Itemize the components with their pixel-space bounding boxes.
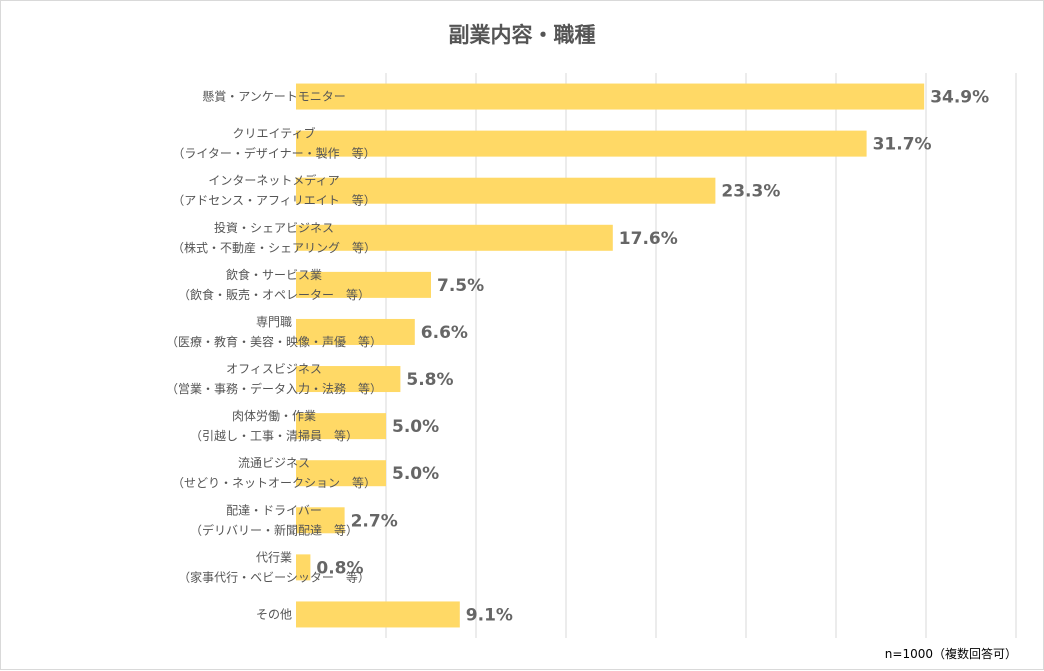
bar — [296, 507, 345, 534]
category-label: その他 — [256, 607, 292, 621]
category-label: （営業・事務・データ入力・法務 等） — [166, 381, 382, 396]
category-label: 肉体労働・作業 — [232, 409, 316, 423]
bar — [296, 130, 867, 157]
bar — [296, 601, 460, 628]
bar — [296, 413, 386, 440]
data-label: 7.5% — [437, 276, 484, 296]
category-label: オフィスビジネス — [226, 362, 322, 376]
category-label: インターネットメディア — [208, 173, 339, 188]
category-label: 流通ビジネス — [238, 456, 310, 470]
category-label: （家事代行・ベビーシッター 等） — [178, 569, 370, 584]
category-label: 投資・シェアビジネス — [214, 220, 334, 235]
sample-note: n=1000（複数回答可） — [884, 647, 1017, 661]
data-label: 17.6% — [619, 229, 678, 249]
data-label: 0.8% — [316, 558, 363, 578]
category-label: （医療・教育・美容・映像・声優 等） — [166, 334, 382, 349]
category-label: 代行業 — [256, 550, 292, 564]
category-label: 飲食・サービス業 — [226, 267, 322, 282]
bar — [296, 271, 431, 298]
data-label: 23.3% — [721, 182, 780, 202]
data-label: 6.6% — [421, 323, 468, 343]
data-label: 31.7% — [873, 135, 932, 155]
category-label: （アドセンス・アフィリエイト 等） — [172, 194, 376, 208]
category-label: クリエイティブ — [232, 126, 315, 141]
data-label: 5.8% — [406, 370, 453, 390]
data-label: 9.1% — [466, 605, 513, 625]
bar — [296, 318, 415, 345]
category-label: （ライター・デザイナー・製作 等） — [172, 146, 375, 161]
category-label: （デリバリー・新聞配達 等） — [190, 522, 358, 537]
bar — [296, 177, 716, 204]
bar — [296, 460, 386, 487]
chart-title: 副業内容・職種 — [448, 23, 596, 47]
data-label: 5.0% — [392, 417, 439, 437]
category-label: 専門職 — [256, 315, 292, 329]
category-label: （飲食・販売・オペレーター 等） — [178, 287, 370, 302]
category-label: 配達・ドライバー — [226, 503, 322, 517]
bar — [296, 554, 311, 581]
bar — [296, 366, 401, 393]
category-label: （株式・不動産・シェアリング 等） — [172, 240, 376, 255]
bar — [296, 224, 613, 251]
category-label: （引越し・工事・清掃員 等） — [190, 428, 358, 443]
bar — [296, 83, 925, 110]
data-label: 5.0% — [392, 464, 439, 484]
category-label: 懸賞・アンケートモニター — [202, 90, 346, 104]
category-label: （せどり・ネットオークション 等） — [172, 476, 376, 490]
data-label: 34.9% — [930, 88, 989, 108]
data-label: 2.7% — [351, 511, 398, 531]
